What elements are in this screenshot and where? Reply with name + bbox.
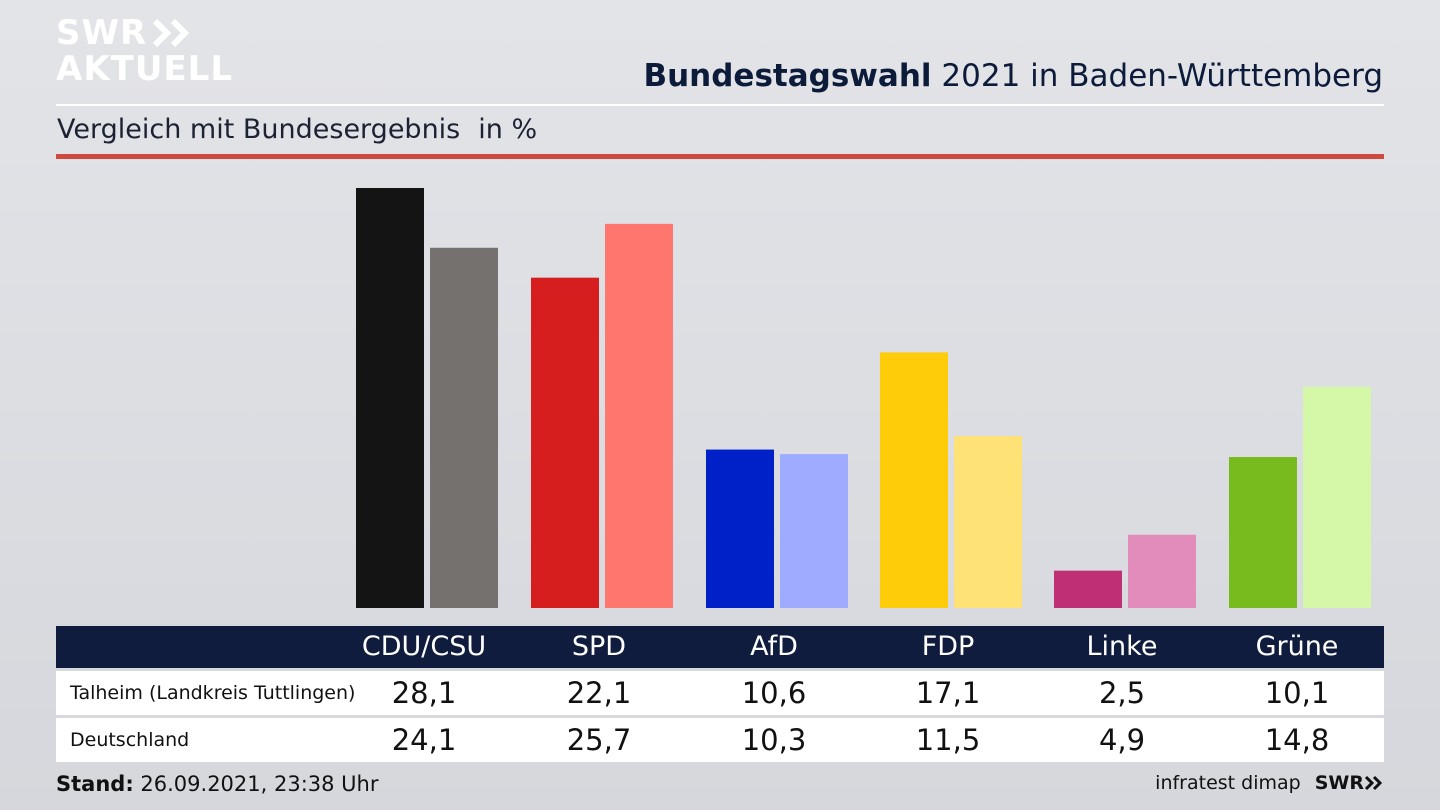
subtitle-divider <box>56 154 1384 159</box>
subtitle-text: Vergleich mit Bundesergebnis <box>57 114 461 145</box>
swr-aktuell-logo: SWR AKTUELL <box>56 16 233 86</box>
bar-talheim-0 <box>356 188 424 608</box>
swr-small-text: SWR <box>1314 772 1364 794</box>
table-header: CDU/CSU SPD AfD FDP Linke Grüne <box>56 626 1384 668</box>
value-cell: 10,1 <box>1264 676 1330 710</box>
value-cell: 22,1 <box>566 676 632 710</box>
column-header: FDP <box>921 631 975 662</box>
bar-deutschland-3 <box>954 436 1022 608</box>
column-header: CDU/CSU <box>361 631 487 662</box>
value-cell: 25,7 <box>566 723 632 757</box>
table-row-deutschland: Deutschland 24,1 25,7 10,3 11,5 4,9 14,8 <box>56 718 1384 762</box>
double-chevron-right-icon <box>153 18 190 48</box>
bar-deutschland-0 <box>430 247 498 608</box>
source-text: infratest dimap <box>1155 772 1301 794</box>
value-cell: 24,1 <box>391 723 457 757</box>
timestamp: Stand: 26.09.2021, 23:38 Uhr <box>56 772 379 796</box>
row-label: Talheim (Landkreis Tuttlingen) <box>70 682 356 704</box>
value-cell: 17,1 <box>915 676 981 710</box>
page-title: Bundestagswahl 2021 in Baden-Württemberg <box>643 58 1383 94</box>
column-header: Linke <box>1086 631 1158 662</box>
logo-aktuell-text: AKTUELL <box>56 49 234 89</box>
bar-deutschland-4 <box>1128 534 1196 608</box>
bar-talheim-1 <box>531 277 599 608</box>
results-table: CDU/CSU SPD AfD FDP Linke Grüne Talheim (Land… <box>56 626 1384 762</box>
value-cell: 10,6 <box>741 676 807 710</box>
table-row-talheim: Talheim (Landkreis Tuttlingen) 28,1 22,1 1… <box>56 671 1384 715</box>
stand-label: Stand: <box>56 772 134 796</box>
title-bold: Bundestagswahl <box>643 58 932 94</box>
stand-value: 26.09.2021, 23:38 Uhr <box>133 772 379 796</box>
bar-talheim-4 <box>1054 570 1122 608</box>
bar-deutschland-2 <box>780 454 848 608</box>
source-credit: infratest dimap SWR <box>1155 772 1384 794</box>
column-header: Grüne <box>1255 631 1339 662</box>
logo-swr-text: SWR <box>56 13 148 53</box>
value-cell: 14,8 <box>1264 723 1330 757</box>
row-label: Deutschland <box>70 729 190 751</box>
column-header: SPD <box>571 631 627 662</box>
bar-deutschland-5 <box>1303 386 1371 608</box>
value-cell: 11,5 <box>915 723 981 757</box>
value-cell: 28,1 <box>391 676 457 710</box>
unit-label: in % <box>478 114 538 145</box>
bar-deutschland-1 <box>605 223 673 608</box>
header-divider <box>56 104 1384 106</box>
swr-small-logo: SWR <box>1315 772 1384 794</box>
value-cell: 10,3 <box>741 723 807 757</box>
column-header: AfD <box>750 631 798 662</box>
chart-subtitle: Vergleich mit Bundesergebnis in % <box>57 114 537 145</box>
bar-chart <box>356 188 1371 608</box>
bar-talheim-5 <box>1229 457 1297 608</box>
bar-talheim-2 <box>706 449 774 608</box>
double-chevron-right-icon <box>1364 775 1383 791</box>
value-cell: 4,9 <box>1098 723 1146 757</box>
value-cell: 2,5 <box>1098 676 1146 710</box>
bar-talheim-3 <box>880 352 948 608</box>
title-rest: 2021 in Baden-Württemberg <box>931 58 1383 94</box>
